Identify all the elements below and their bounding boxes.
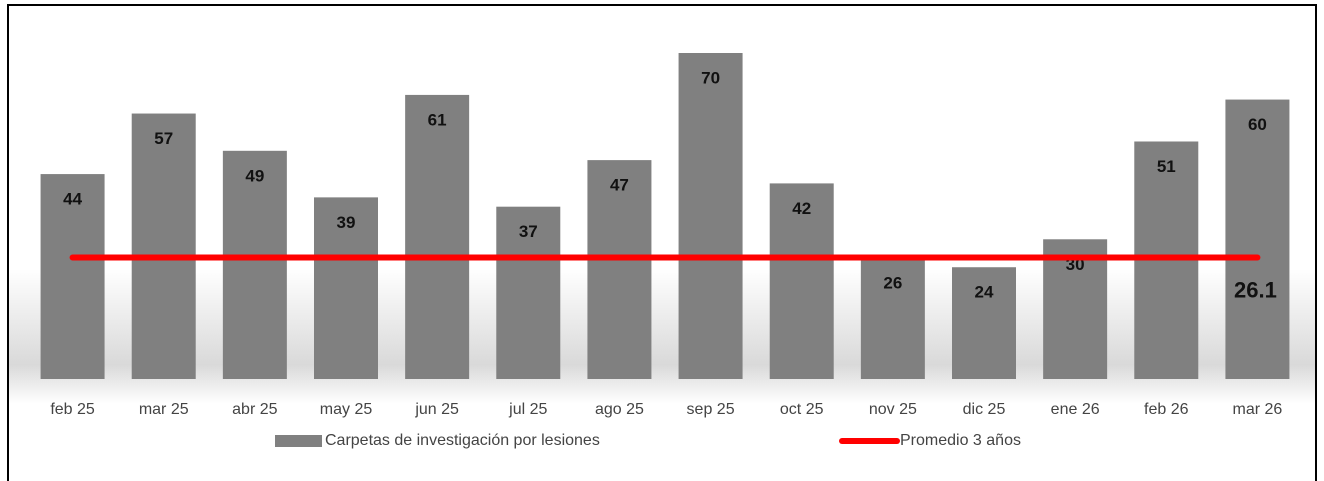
chart-frame [7, 4, 1317, 481]
data-label: 44 [63, 190, 82, 209]
bar [1043, 239, 1108, 379]
x-tick-label: jun 25 [414, 401, 459, 418]
data-label: 26 [883, 273, 902, 292]
legend-swatch [275, 435, 322, 447]
x-tick-label: sep 25 [687, 401, 735, 418]
x-tick-label: dic 25 [963, 401, 1006, 418]
bar [222, 150, 287, 379]
data-label: 49 [245, 166, 264, 185]
x-tick-label: may 25 [320, 401, 373, 418]
x-tick-label: mar 26 [1233, 401, 1283, 418]
x-tick-label: jul 25 [508, 401, 547, 418]
bar [405, 94, 470, 380]
bar [131, 113, 196, 380]
data-label: 70 [701, 68, 720, 87]
data-label: 47 [610, 176, 629, 195]
data-label: 39 [337, 213, 356, 232]
line-label: 26.1 [1234, 277, 1277, 302]
legend-label: Carpetas de investigación por lesiones [325, 432, 600, 449]
bar [587, 160, 652, 379]
x-tick-label: oct 25 [780, 401, 824, 418]
data-label: 51 [1157, 157, 1176, 176]
x-tick-label: abr 25 [232, 401, 277, 418]
x-tick-label: feb 25 [50, 401, 95, 418]
x-tick-label: ene 26 [1051, 401, 1100, 418]
data-label: 24 [975, 283, 994, 302]
x-tick-label: ago 25 [595, 401, 644, 418]
bar [40, 174, 105, 379]
legend-label: Promedio 3 años [900, 432, 1021, 449]
x-tick-label: mar 25 [139, 401, 189, 418]
bar [860, 257, 925, 379]
data-label: 61 [428, 110, 447, 129]
x-tick-label: feb 26 [1144, 401, 1189, 418]
bar [952, 267, 1016, 379]
x-tick-label: nov 25 [869, 401, 917, 418]
bar [678, 53, 743, 379]
data-label: 57 [154, 129, 173, 148]
data-label: 42 [792, 199, 811, 218]
bar [1225, 99, 1290, 380]
bar [769, 183, 834, 379]
bar [314, 197, 378, 379]
data-label: 60 [1248, 115, 1267, 134]
data-label: 37 [519, 222, 538, 241]
bar [496, 206, 561, 379]
